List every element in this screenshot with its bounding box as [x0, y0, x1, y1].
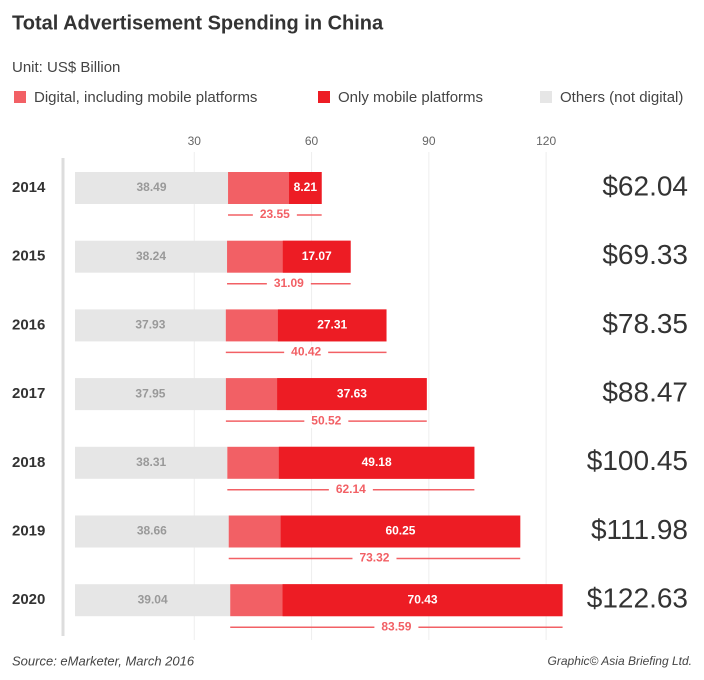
source: Source: eMarketer, March 2016: [12, 653, 195, 668]
bar-others: [75, 309, 226, 342]
digital-label: 31.09: [274, 276, 304, 290]
x-tick-label: 30: [188, 134, 202, 148]
others-label: 38.31: [136, 455, 166, 469]
year-label: 2018: [12, 454, 45, 471]
year-label: 2019: [12, 522, 45, 539]
total-label: $88.47: [602, 376, 688, 407]
legend-label: Others (not digital): [560, 89, 683, 106]
total-label: $100.45: [587, 445, 688, 476]
mobile-label: 8.21: [294, 180, 318, 194]
digital-label: 62.14: [336, 482, 366, 496]
others-label: 37.93: [135, 318, 165, 332]
subtitle: Unit: US$ Billion: [12, 59, 120, 76]
total-label: $78.35: [602, 308, 688, 339]
bar-others: [75, 446, 228, 479]
year-label: 2017: [12, 385, 45, 402]
digital-label: 73.32: [359, 551, 389, 565]
bar-mobile: [277, 378, 427, 411]
bar-others: [75, 515, 229, 548]
bar-mobile: [289, 172, 322, 204]
year-label: 2020: [12, 591, 45, 608]
bar-others: [75, 584, 231, 617]
digital-label: 83.59: [381, 619, 411, 633]
others-label: 39.04: [138, 592, 168, 606]
year-label: 2016: [12, 316, 45, 333]
mobile-label: 60.25: [385, 524, 415, 538]
others-label: 38.66: [137, 524, 167, 538]
bracket-bg: [304, 414, 349, 429]
mobile-label: 27.31: [317, 318, 347, 332]
year-label: 2015: [12, 248, 45, 265]
bar-others: [75, 172, 229, 204]
mobile-label: 17.07: [302, 249, 332, 263]
total-label: $122.63: [587, 583, 688, 614]
bracket-bg: [352, 551, 397, 566]
chart-title: Total Advertisement Spending in China: [12, 12, 384, 34]
year-label: 2014: [12, 179, 46, 196]
total-label: $62.04: [602, 170, 688, 201]
others-label: 38.49: [137, 180, 167, 194]
digital-label: 50.52: [311, 413, 341, 427]
bar-mobile: [282, 584, 563, 617]
digital-label: 40.42: [291, 345, 321, 359]
mobile-label: 37.63: [337, 386, 367, 400]
credit: Graphic© Asia Briefing Ltd.: [548, 654, 692, 668]
x-tick-label: 90: [422, 134, 436, 148]
legend-swatch: [14, 91, 26, 103]
bracket-bg: [374, 620, 419, 635]
bar-mobile: [278, 446, 475, 479]
digital-label: 23.55: [260, 207, 290, 221]
bar-mobile: [280, 515, 521, 548]
bracket-bg: [284, 345, 329, 360]
bar-others: [75, 378, 226, 411]
legend-label: Digital, including mobile platforms: [34, 89, 257, 106]
mobile-label: 49.18: [362, 455, 392, 469]
bar-mobile: [282, 240, 351, 273]
x-tick-label: 120: [536, 134, 556, 148]
bar-others: [75, 240, 228, 273]
bracket-bg: [266, 276, 311, 291]
bracket-bg: [328, 482, 373, 497]
others-label: 37.95: [135, 386, 165, 400]
legend-label: Only mobile platforms: [338, 89, 483, 106]
bar-mobile: [277, 309, 387, 342]
x-tick-label: 60: [305, 134, 319, 148]
total-label: $69.33: [602, 239, 688, 270]
total-label: $111.98: [591, 514, 688, 545]
others-label: 38.24: [136, 249, 166, 263]
mobile-label: 70.43: [408, 592, 438, 606]
bracket-bg: [252, 208, 297, 222]
legend-swatch: [318, 91, 330, 103]
legend-swatch: [540, 91, 552, 103]
